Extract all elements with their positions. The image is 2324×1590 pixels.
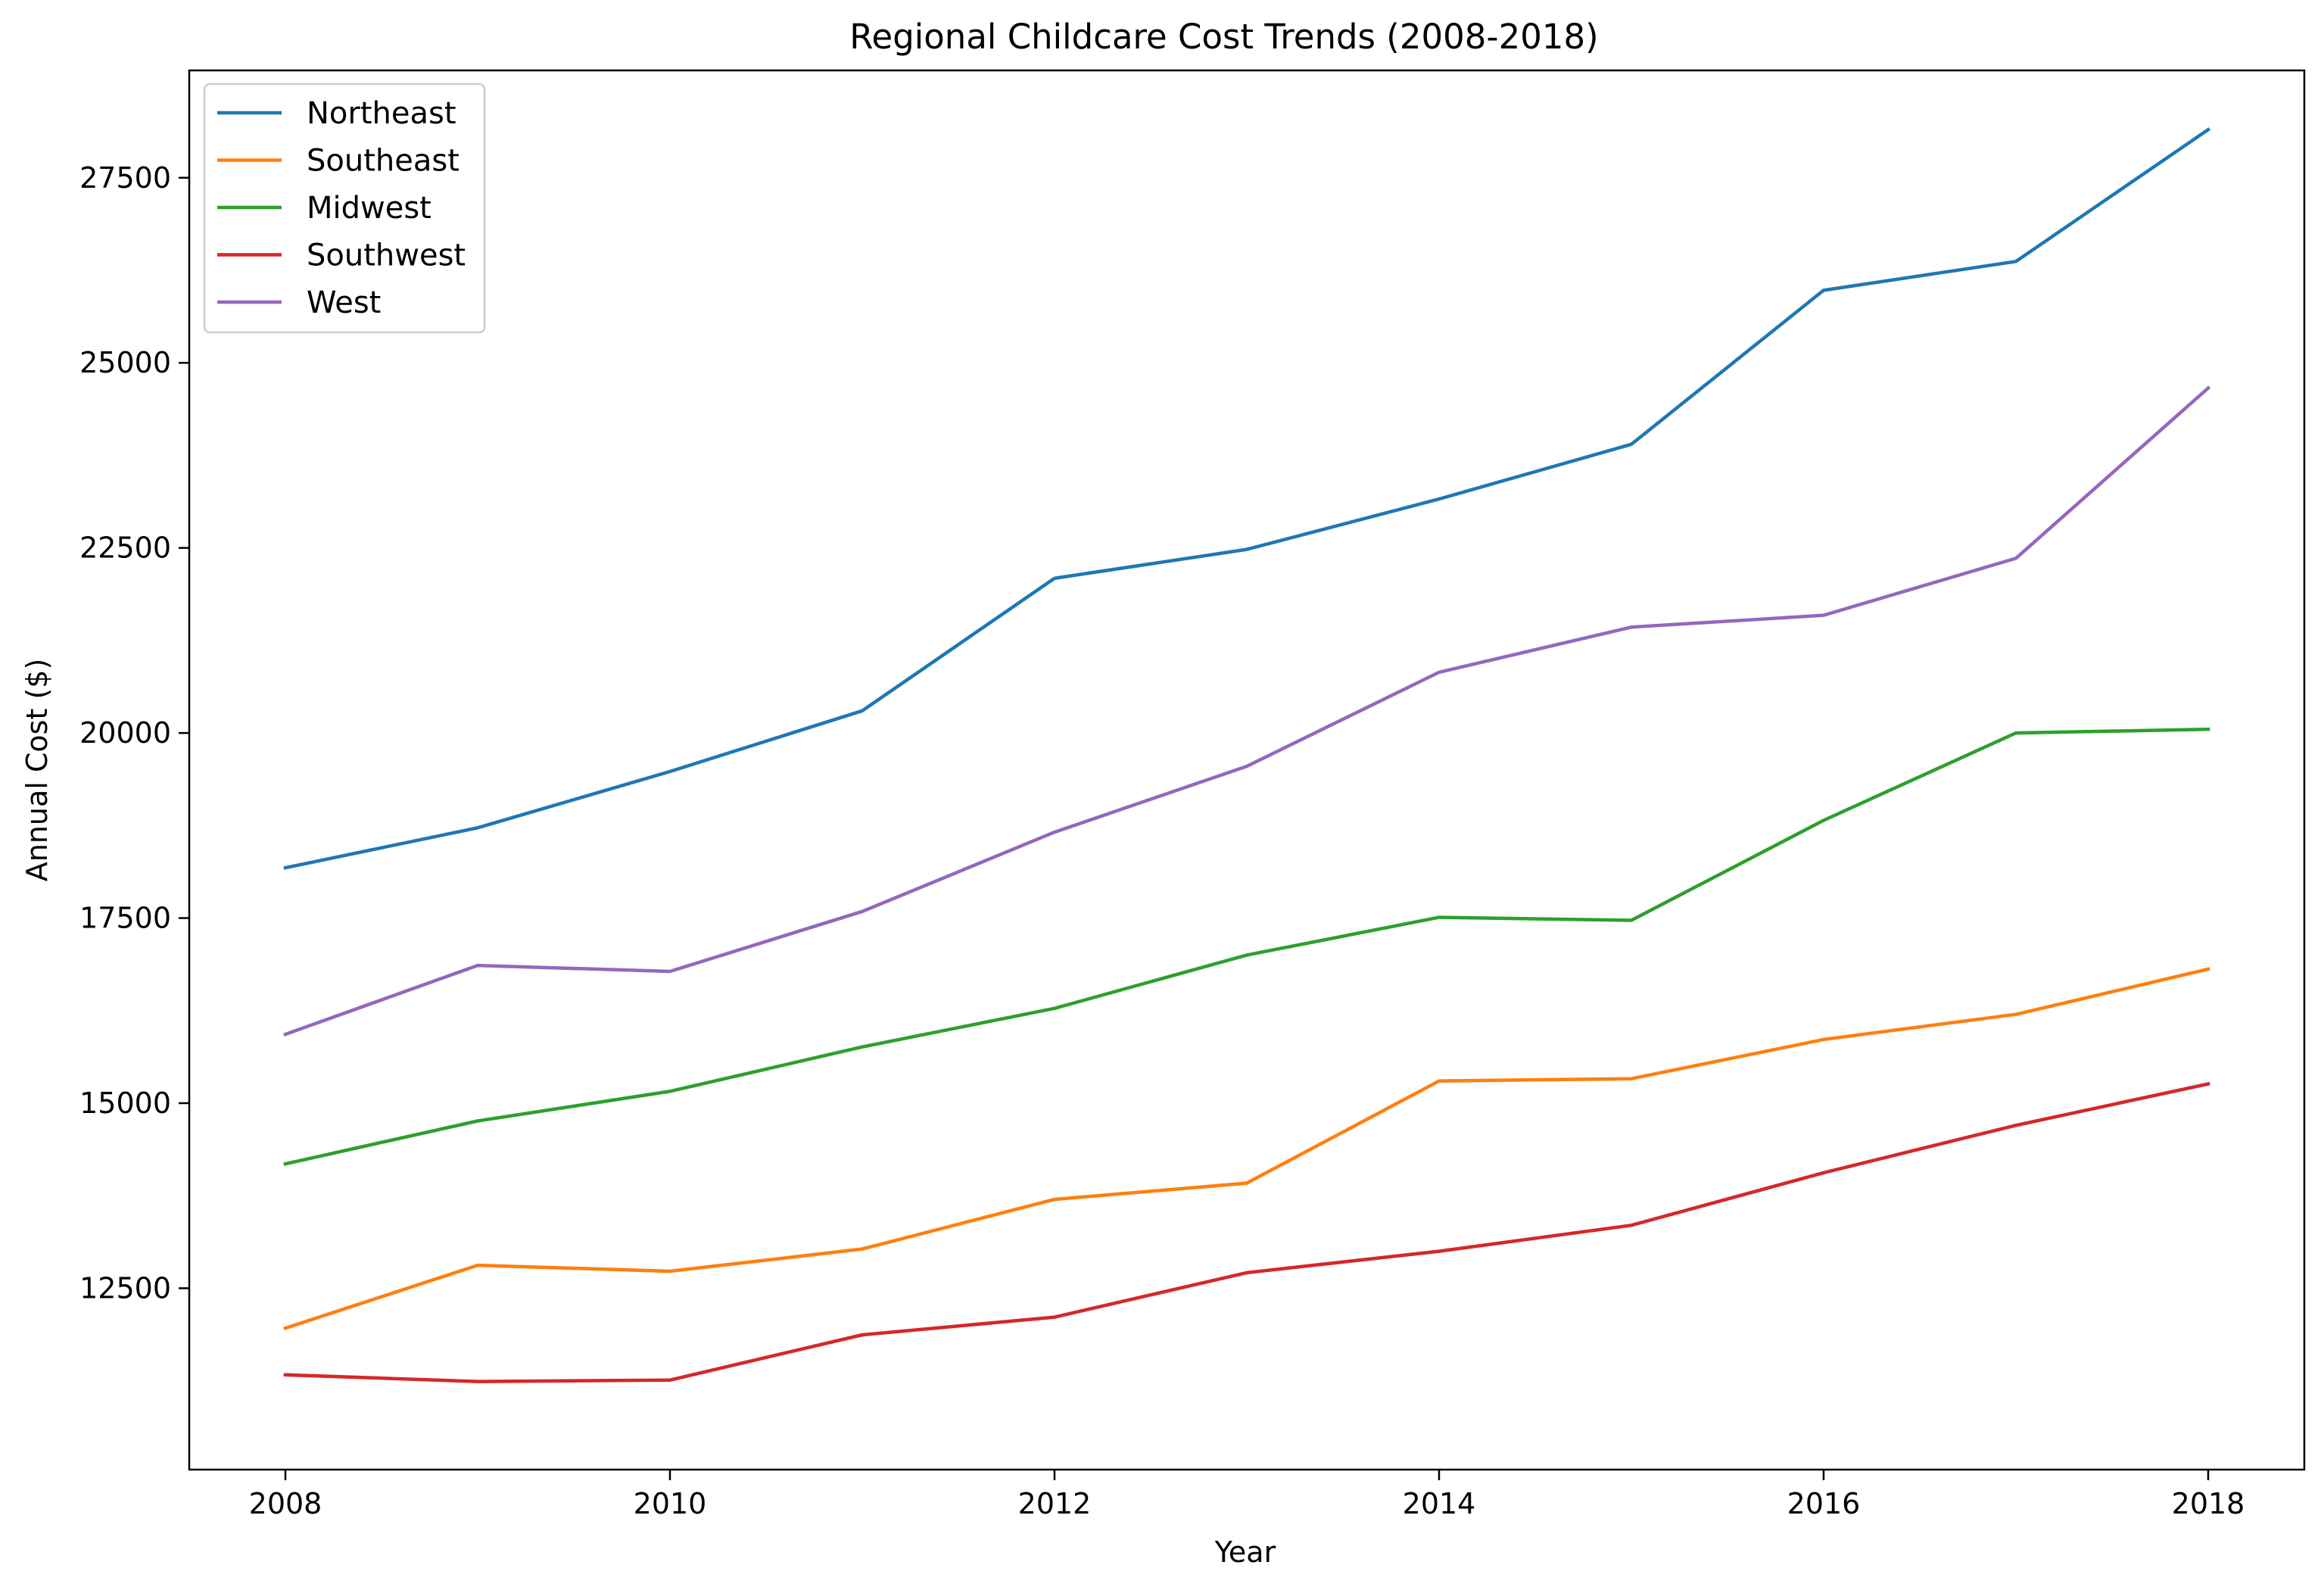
legend-label: Southwest (307, 238, 466, 273)
y-axis-label: Annual Cost ($) (20, 659, 54, 882)
legend-label: Midwest (307, 191, 431, 226)
x-tick-label: 2010 (634, 1487, 707, 1520)
legend-box (203, 83, 486, 334)
x-tick-label: 2016 (1787, 1487, 1861, 1520)
legend-label: Northeast (307, 96, 456, 131)
y-tick-label: 27500 (79, 161, 171, 195)
y-tick-label: 17500 (79, 902, 171, 935)
series-line-southeast (283, 967, 2210, 1331)
ticks-layer: 2008 2010 2012 2014 2016 2018 12500 15000 17500 2… (79, 161, 2245, 1520)
x-tick-label: 2008 (249, 1487, 322, 1520)
series-layer (283, 127, 2211, 1383)
x-tick-label: 2014 (1403, 1487, 1476, 1520)
y-tick-label: 20000 (79, 716, 171, 750)
legend: Northeast Southeast Midwest Southwest West (203, 83, 486, 334)
y-tick-label: 22500 (79, 532, 171, 565)
legend-label: Southeast (307, 144, 460, 179)
y-tick-label: 15000 (79, 1086, 171, 1120)
series-line-southwest (283, 1081, 2210, 1383)
x-axis-label: Year (1214, 1535, 1276, 1569)
y-tick-label: 12500 (79, 1271, 171, 1305)
chart-title: Regional Childcare Cost Trends (2008-201… (849, 17, 1598, 57)
y-tick-label: 25000 (79, 346, 171, 379)
series-line-northeast (283, 127, 2211, 870)
series-line-midwest (283, 727, 2210, 1166)
x-tick-label: 2012 (1018, 1487, 1092, 1520)
x-tick-label: 2018 (2172, 1487, 2245, 1520)
series-line-west (283, 385, 2211, 1037)
legend-label: West (307, 285, 381, 320)
plot-frame (188, 69, 2306, 1471)
